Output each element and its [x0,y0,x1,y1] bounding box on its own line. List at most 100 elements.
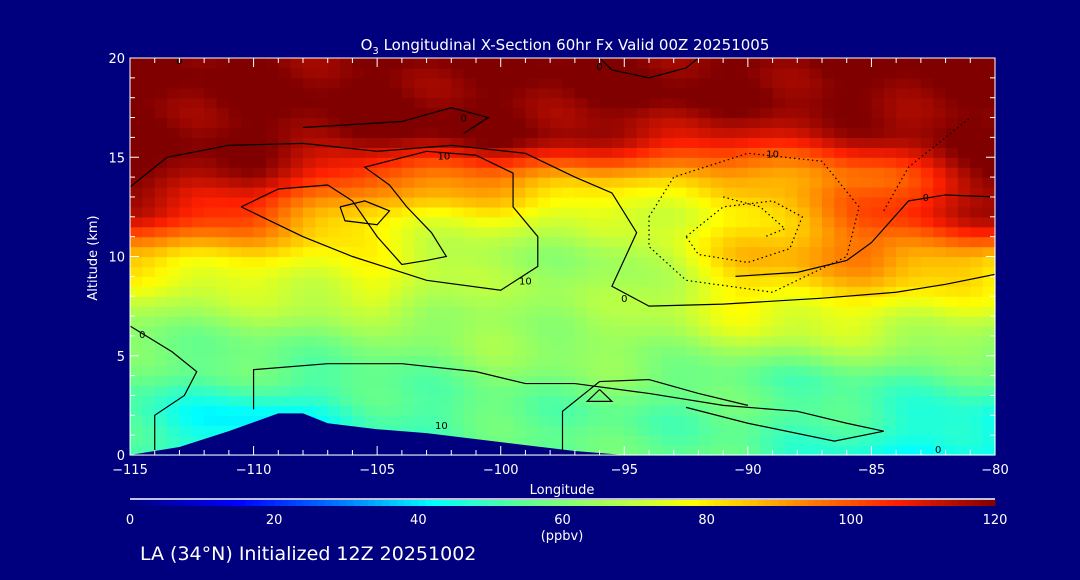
heatmap-cell [624,77,638,89]
heatmap-cell [525,167,539,178]
heatmap-cell [327,286,341,297]
heatmap-cell [945,157,959,168]
heatmap-cell [859,286,873,297]
heatmap-cell [933,405,947,416]
heatmap-cell [265,286,279,297]
heatmap-cell [797,246,811,258]
heatmap-cell [167,117,181,129]
heatmap-cell [747,286,761,297]
heatmap-cell [315,286,329,297]
heatmap-cell [846,206,860,218]
heatmap-cell [550,236,564,248]
heatmap-cell [401,415,415,426]
colorbar-swatch [375,500,383,506]
heatmap-cell [401,137,415,148]
heatmap-cell [340,335,354,347]
heatmap-cell [797,385,811,397]
heatmap-cell [500,296,514,307]
colorbar-swatch [663,500,672,506]
heatmap-cell [772,67,786,79]
colorbar-swatch [418,500,427,506]
heatmap-cell [426,137,440,148]
colorbar-swatch [382,500,390,506]
heatmap-cell [735,405,749,416]
heatmap-cell [414,167,428,178]
heatmap-cell [216,67,230,79]
heatmap-cell [327,375,341,387]
heatmap-cell [945,375,959,387]
heatmap-cell [772,306,786,317]
heatmap-cell [562,365,576,377]
heatmap-cell [303,58,316,69]
colorbar-swatch [584,500,592,506]
heatmap-cell [216,355,230,367]
heatmap-cell [673,196,687,208]
heatmap-cell [513,177,527,188]
heatmap-cell [414,425,428,436]
heatmap-cell [859,385,873,397]
heatmap-cell [649,316,662,327]
heatmap-cell [130,226,143,238]
colorbar-swatch [886,500,895,506]
heatmap-cell [661,385,675,397]
heatmap-cell [846,157,860,168]
heatmap-cell [451,266,465,277]
heatmap-cell [228,187,242,198]
heatmap-cell [228,67,242,79]
colorbar-swatch [180,500,189,506]
heatmap-cell [241,276,255,287]
heatmap-cell [265,206,279,218]
heatmap-cell [673,286,687,297]
heatmap-cell [624,226,638,238]
heatmap-cell [401,335,415,347]
colorbar-swatch [562,500,571,506]
heatmap-cell [389,147,403,158]
colorbar-swatch [461,500,470,506]
heatmap-cell [970,216,984,228]
heatmap-cell [389,345,403,357]
colorbar-tick-label: 120 [983,513,1008,528]
heatmap-cell [253,226,267,238]
heatmap-cell [290,306,304,317]
heatmap-cell [797,306,811,317]
heatmap-cell [649,226,662,238]
colorbar-swatch [144,500,153,506]
heatmap-cell [574,236,588,248]
heatmap-cell [377,127,391,138]
heatmap-cell [957,266,971,277]
heatmap-cell [834,375,848,387]
heatmap-cell [649,246,662,258]
heatmap-cell [401,425,415,436]
heatmap-cell [846,316,860,327]
heatmap-cell [772,445,786,456]
heatmap-cell [896,246,910,258]
heatmap-cell [982,286,996,297]
heatmap-cell [426,177,440,188]
heatmap-cell [401,236,415,248]
colorbar-swatch [569,500,578,506]
contour-line [561,378,748,452]
heatmap-cell [204,206,218,218]
heatmap-cell [747,355,761,367]
heatmap-cell [377,256,391,268]
heatmap-cell [154,296,168,307]
heatmap-cell [574,405,588,416]
heatmap-cell [550,256,564,268]
heatmap-cell [290,58,304,69]
heatmap-cell [933,67,947,79]
heatmap-cell [401,107,415,119]
heatmap-cell [327,236,341,248]
heatmap-cell [241,355,255,367]
heatmap-cell [649,345,662,357]
y-tick-label: 5 [117,350,125,365]
heatmap-cell [315,266,329,277]
heatmap-cell [463,266,477,277]
heatmap-cell [463,97,477,109]
heatmap-cell [698,226,712,238]
heatmap-cell [265,306,279,317]
heatmap-cell [636,216,650,228]
heatmap-cell [747,117,761,129]
heatmap-cell [661,266,675,277]
heatmap-cell [513,335,527,347]
heatmap-cell [414,127,428,138]
